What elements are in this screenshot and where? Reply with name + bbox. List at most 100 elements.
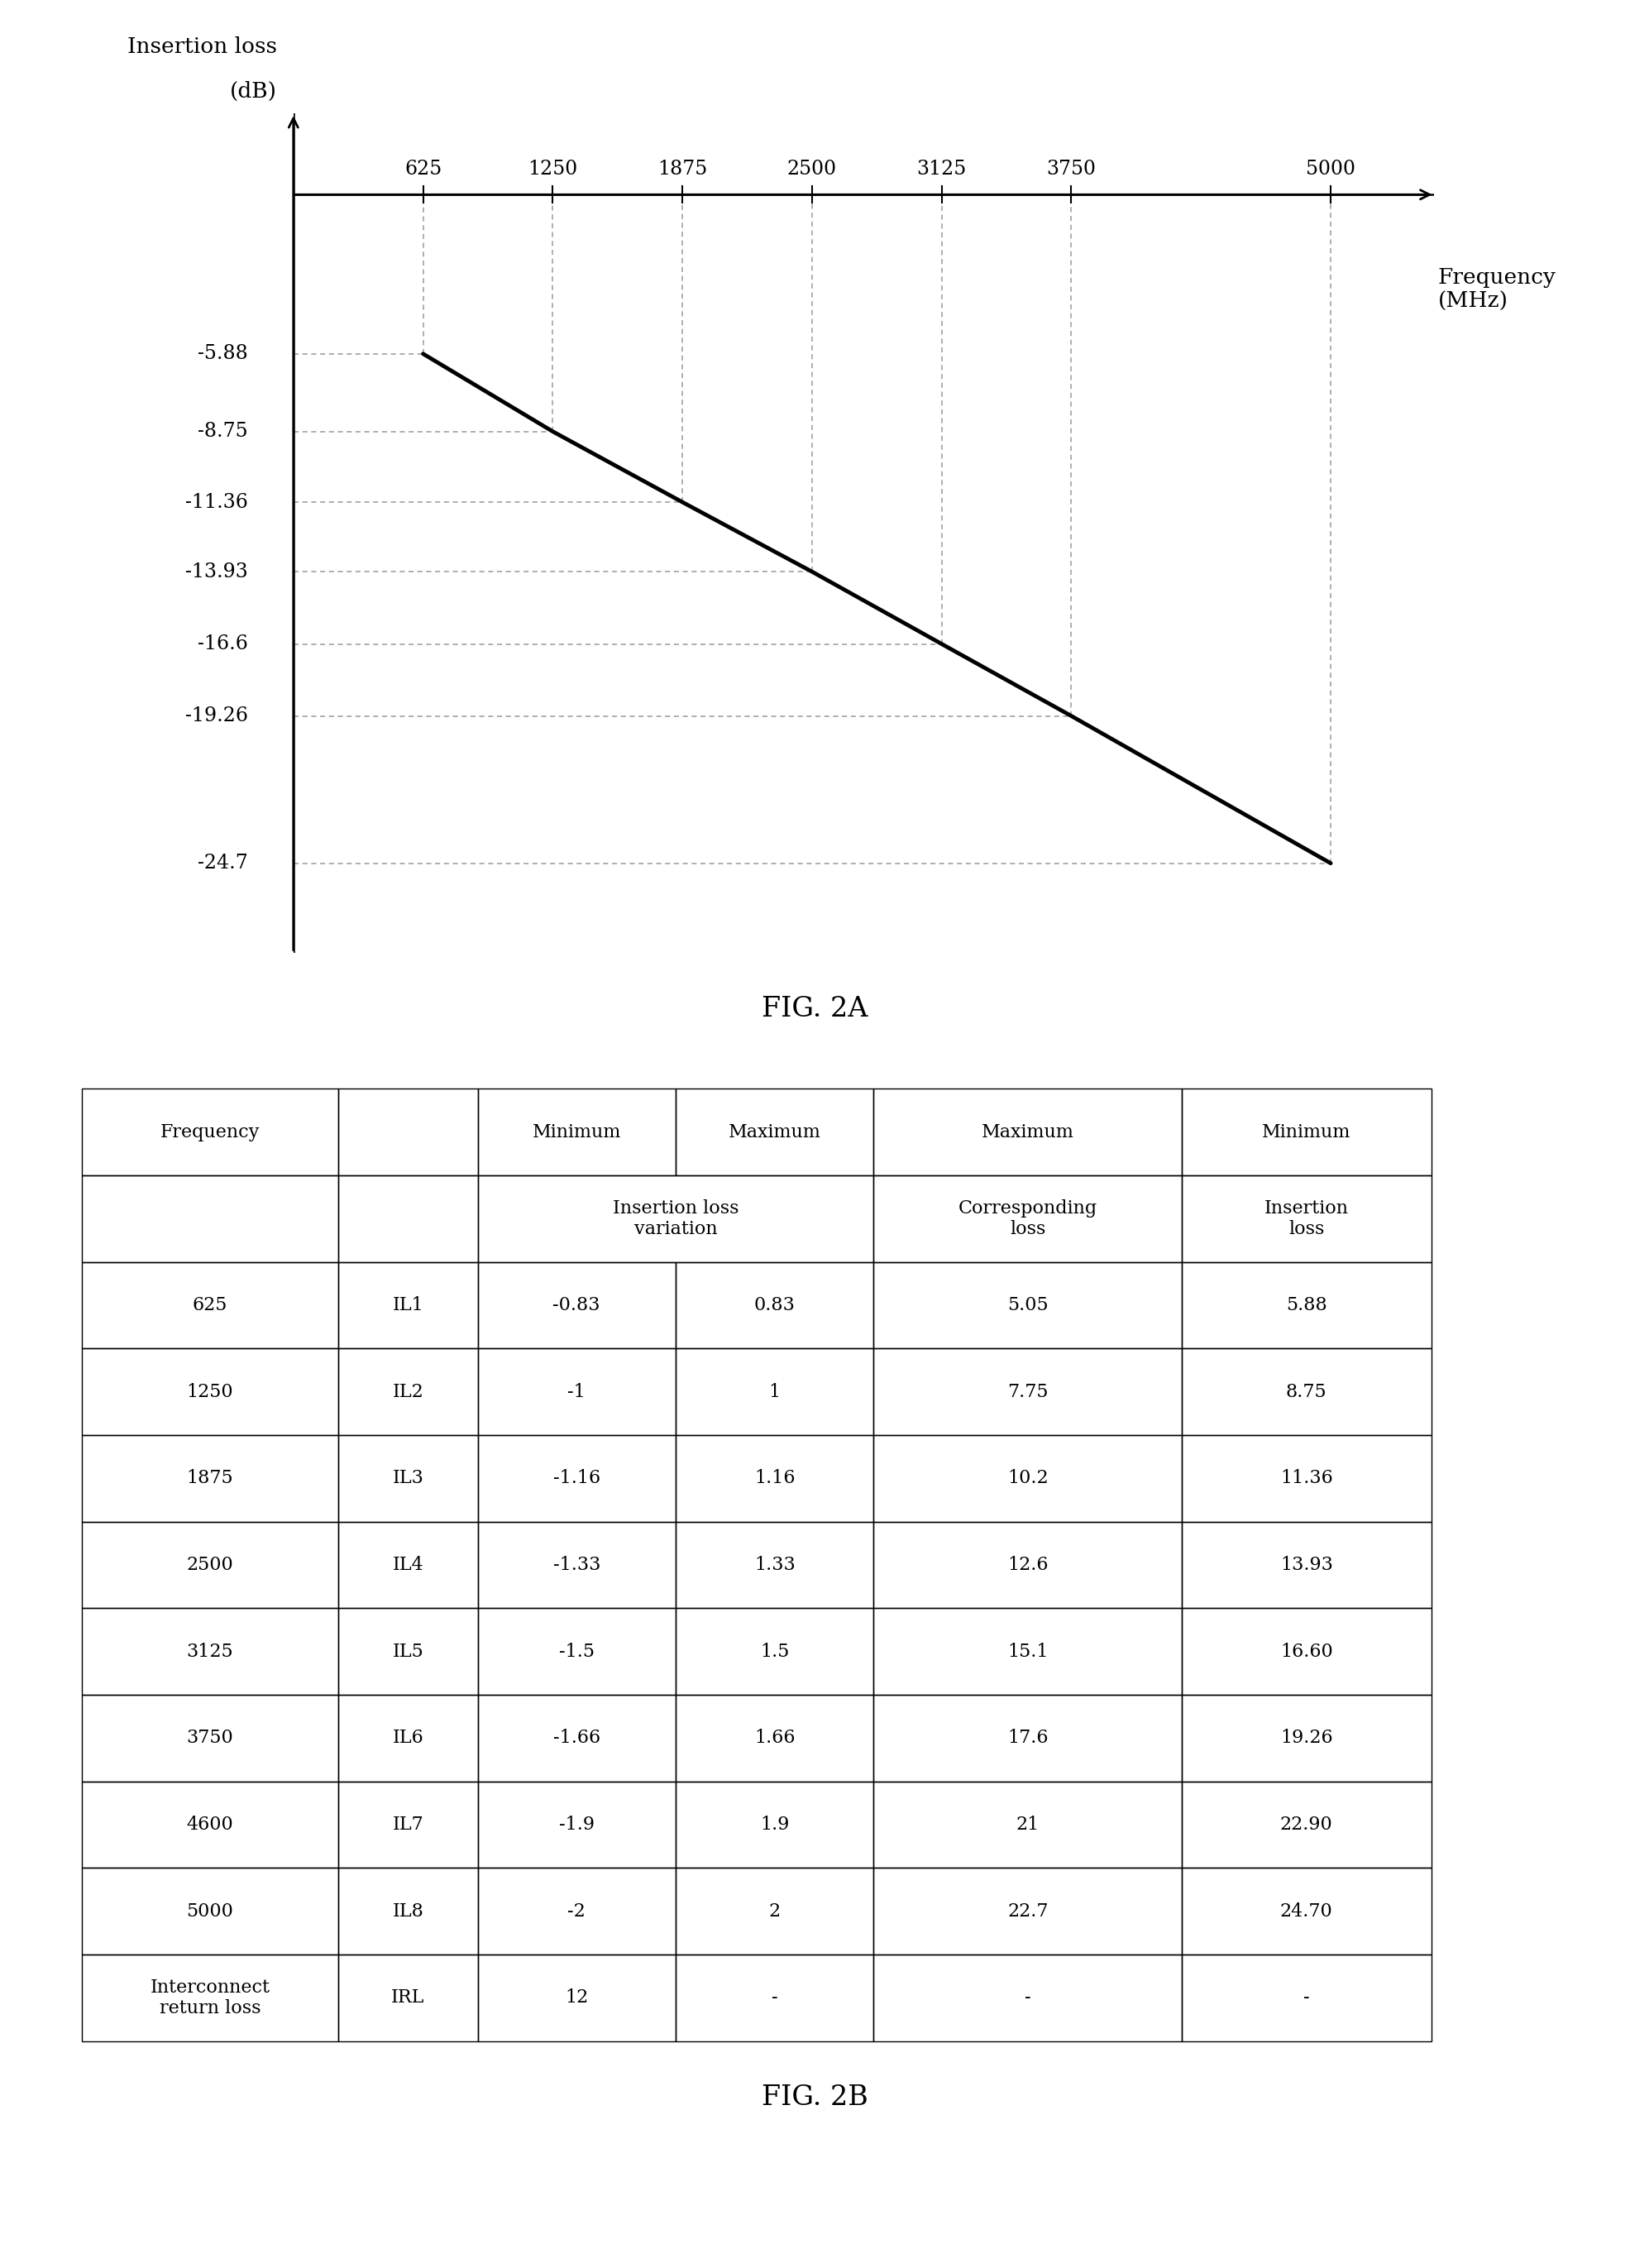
Bar (478, 1261, 675, 1349)
Text: Minimum: Minimum (1262, 1123, 1351, 1141)
Bar (478, 1436, 675, 1522)
Bar (676, 1608, 874, 1694)
Text: Insertion
loss: Insertion loss (1265, 1200, 1348, 1238)
Text: -8.75: -8.75 (197, 422, 248, 440)
Bar (676, 1089, 874, 1175)
Text: 21: 21 (1015, 1817, 1040, 1835)
Bar (874, 1175, 1182, 1261)
Text: 12.6: 12.6 (1007, 1556, 1048, 1574)
Bar (874, 1089, 1182, 1175)
Bar (676, 1261, 874, 1349)
Bar (874, 1955, 1182, 2041)
Bar (676, 1869, 874, 1955)
Text: -: - (1304, 1989, 1309, 2007)
Text: 3125: 3125 (916, 159, 967, 179)
Bar (1182, 1780, 1431, 1869)
Text: -: - (771, 1989, 778, 2007)
Bar (339, 1780, 478, 1869)
Bar (874, 1694, 1182, 1780)
Bar (676, 1436, 874, 1522)
Text: Interconnect
return loss: Interconnect return loss (150, 1978, 271, 2019)
Text: 13.93: 13.93 (1280, 1556, 1333, 1574)
Text: -24.7: -24.7 (197, 853, 248, 873)
Text: -11.36: -11.36 (186, 492, 248, 513)
Text: Frequency: Frequency (160, 1123, 259, 1141)
Bar (339, 1955, 478, 2041)
Bar (82, 1869, 339, 1955)
Text: 1875: 1875 (657, 159, 707, 179)
Bar (478, 1089, 675, 1175)
Bar (82, 1780, 339, 1869)
Text: 625: 625 (192, 1295, 227, 1313)
Text: IL4: IL4 (393, 1556, 424, 1574)
Text: Frequency
(MHz): Frequency (MHz) (1438, 268, 1557, 311)
Bar (82, 1608, 339, 1694)
Text: -1.5: -1.5 (559, 1642, 595, 1660)
Text: -1.33: -1.33 (553, 1556, 600, 1574)
Text: 5000: 5000 (186, 1903, 233, 1921)
Text: IL3: IL3 (393, 1470, 424, 1488)
Text: Insertion loss: Insertion loss (127, 36, 277, 57)
Bar (82, 1175, 339, 1261)
Bar (874, 1522, 1182, 1608)
Text: -19.26: -19.26 (184, 705, 248, 726)
Text: 3750: 3750 (1046, 159, 1095, 179)
Text: 625: 625 (404, 159, 442, 179)
Text: -1.9: -1.9 (559, 1817, 595, 1835)
Text: 1875: 1875 (186, 1470, 233, 1488)
Text: -1.16: -1.16 (553, 1470, 600, 1488)
Text: 3125: 3125 (186, 1642, 233, 1660)
Text: -: - (1025, 1989, 1030, 2007)
Text: (dB): (dB) (230, 82, 277, 102)
Bar (478, 1175, 874, 1261)
Text: 5.05: 5.05 (1007, 1295, 1048, 1313)
Text: 1.66: 1.66 (755, 1728, 795, 1746)
Bar (478, 1955, 675, 2041)
Text: -0.83: -0.83 (553, 1295, 600, 1313)
Bar (1182, 1608, 1431, 1694)
Bar (874, 1869, 1182, 1955)
Text: 1250: 1250 (528, 159, 577, 179)
Bar (676, 1522, 874, 1608)
Text: 8.75: 8.75 (1286, 1383, 1327, 1402)
Text: 0.83: 0.83 (755, 1295, 795, 1313)
Bar (339, 1608, 478, 1694)
Text: -16.6: -16.6 (197, 635, 248, 653)
Bar (82, 1436, 339, 1522)
Text: FIG. 2B: FIG. 2B (761, 2084, 869, 2112)
Bar (676, 1694, 874, 1780)
Bar (1182, 1869, 1431, 1955)
Bar (874, 1349, 1182, 1436)
Text: 17.6: 17.6 (1007, 1728, 1048, 1746)
Bar (478, 1780, 675, 1869)
Text: 7.75: 7.75 (1007, 1383, 1048, 1402)
Text: 3750: 3750 (186, 1728, 233, 1746)
Text: -2: -2 (567, 1903, 585, 1921)
Text: Maximum: Maximum (729, 1123, 822, 1141)
Text: 11.36: 11.36 (1280, 1470, 1333, 1488)
Bar (1182, 1261, 1431, 1349)
Text: 1.16: 1.16 (755, 1470, 795, 1488)
Bar (478, 1694, 675, 1780)
Text: Minimum: Minimum (533, 1123, 621, 1141)
Text: 19.26: 19.26 (1280, 1728, 1333, 1746)
Bar (82, 1349, 339, 1436)
Bar (339, 1869, 478, 1955)
Bar (339, 1436, 478, 1522)
Text: 1.5: 1.5 (760, 1642, 789, 1660)
Bar (1182, 1694, 1431, 1780)
Text: IL5: IL5 (393, 1642, 424, 1660)
Text: -1: -1 (567, 1383, 585, 1402)
Bar (676, 1349, 874, 1436)
Text: 22.90: 22.90 (1280, 1817, 1333, 1835)
Text: Insertion loss
variation: Insertion loss variation (613, 1200, 738, 1238)
Bar (1182, 1436, 1431, 1522)
Text: 1.33: 1.33 (755, 1556, 795, 1574)
Text: IL8: IL8 (393, 1903, 424, 1921)
Text: 1.9: 1.9 (760, 1817, 789, 1835)
Text: 5.88: 5.88 (1286, 1295, 1327, 1313)
Text: 10.2: 10.2 (1007, 1470, 1048, 1488)
Bar (676, 1780, 874, 1869)
Bar (339, 1694, 478, 1780)
Bar (478, 1349, 675, 1436)
